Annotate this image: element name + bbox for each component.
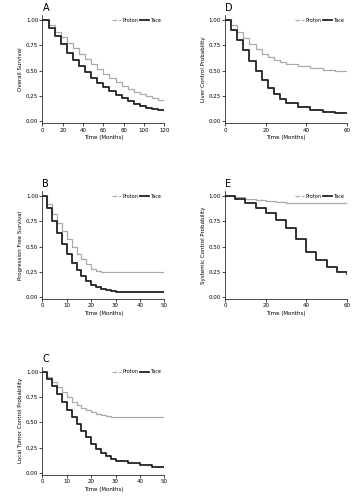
Y-axis label: Local Tumor Control Probability: Local Tumor Control Probability <box>18 378 23 464</box>
X-axis label: Time (Months): Time (Months) <box>84 136 123 140</box>
X-axis label: Time (Months): Time (Months) <box>266 136 306 140</box>
Text: C: C <box>42 354 49 364</box>
Text: A: A <box>42 3 49 13</box>
Legend: Proton, Tace: Proton, Tace <box>112 18 162 24</box>
Y-axis label: Overall Survival: Overall Survival <box>18 48 23 91</box>
Legend: Proton, Tace: Proton, Tace <box>295 18 344 24</box>
Y-axis label: Progression Free Survival: Progression Free Survival <box>18 210 23 280</box>
Text: B: B <box>42 178 49 188</box>
Legend: Proton, Tace: Proton, Tace <box>112 193 162 199</box>
Legend: Proton, Tace: Proton, Tace <box>112 369 162 375</box>
X-axis label: Time (Months): Time (Months) <box>84 311 123 316</box>
Y-axis label: Systemic Control Probability: Systemic Control Probability <box>201 206 206 284</box>
Text: E: E <box>225 178 231 188</box>
Y-axis label: Liver Control Probability: Liver Control Probability <box>201 36 206 102</box>
X-axis label: Time (Months): Time (Months) <box>266 311 306 316</box>
Text: D: D <box>225 3 233 13</box>
X-axis label: Time (Months): Time (Months) <box>84 487 123 492</box>
Legend: Proton, Tace: Proton, Tace <box>295 193 344 199</box>
